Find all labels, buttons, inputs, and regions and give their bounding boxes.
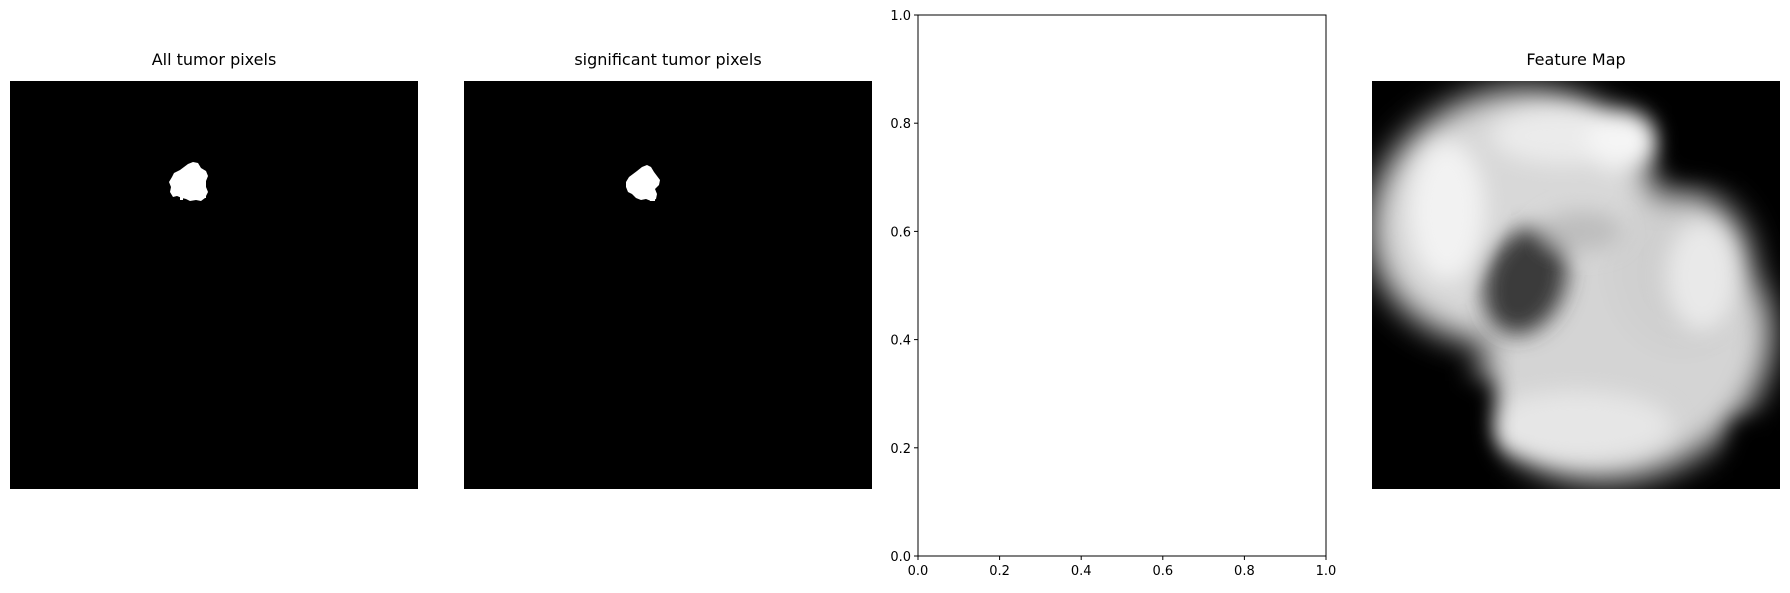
y-tick-label: 0.6 bbox=[890, 225, 911, 240]
y-tick-label: 0.8 bbox=[890, 117, 911, 132]
y-tick-label: 0.4 bbox=[890, 334, 911, 349]
x-tick-label: 0.2 bbox=[989, 564, 1010, 579]
x-tick-label: 1.0 bbox=[1316, 564, 1337, 579]
x-tick-label: 0.0 bbox=[908, 564, 929, 579]
panel-4-feature-map bbox=[1372, 81, 1780, 489]
panel-1-title: All tumor pixels bbox=[151, 50, 277, 69]
tumor-mask-significant bbox=[464, 81, 872, 489]
panel-3-empty-axes: 0.0 0.2 0.4 0.6 0.8 1.0 0.0 0.2 0.4 0.6 0.8 1.0 bbox=[870, 4, 1340, 589]
feature-map-image bbox=[1372, 81, 1780, 489]
panel-2-mask-image bbox=[464, 81, 872, 489]
tumor-blob-all bbox=[169, 162, 208, 201]
empty-axes-svg: 0.0 0.2 0.4 0.6 0.8 1.0 0.0 0.2 0.4 0.6 0.8 1.0 bbox=[890, 9, 1337, 579]
y-axis-ticks: 0.0 0.2 0.4 0.6 0.8 1.0 bbox=[890, 9, 918, 565]
tumor-blob-significant bbox=[626, 165, 660, 201]
panel-4-title: Feature Map bbox=[1526, 50, 1626, 69]
x-tick-label: 0.4 bbox=[1071, 564, 1092, 579]
y-tick-label: 0.2 bbox=[890, 442, 911, 457]
panel-2-title: significant tumor pixels bbox=[574, 50, 762, 69]
y-tick-label: 0.0 bbox=[890, 550, 911, 565]
x-tick-label: 0.8 bbox=[1234, 564, 1255, 579]
panel-1-mask-image bbox=[10, 81, 418, 489]
x-tick-label: 0.6 bbox=[1152, 564, 1173, 579]
tumor-mask-all bbox=[10, 81, 418, 489]
y-tick-label: 1.0 bbox=[890, 9, 911, 24]
x-axis-ticks: 0.0 0.2 0.4 0.6 0.8 1.0 bbox=[908, 556, 1337, 579]
axes-frame bbox=[917, 14, 1327, 557]
